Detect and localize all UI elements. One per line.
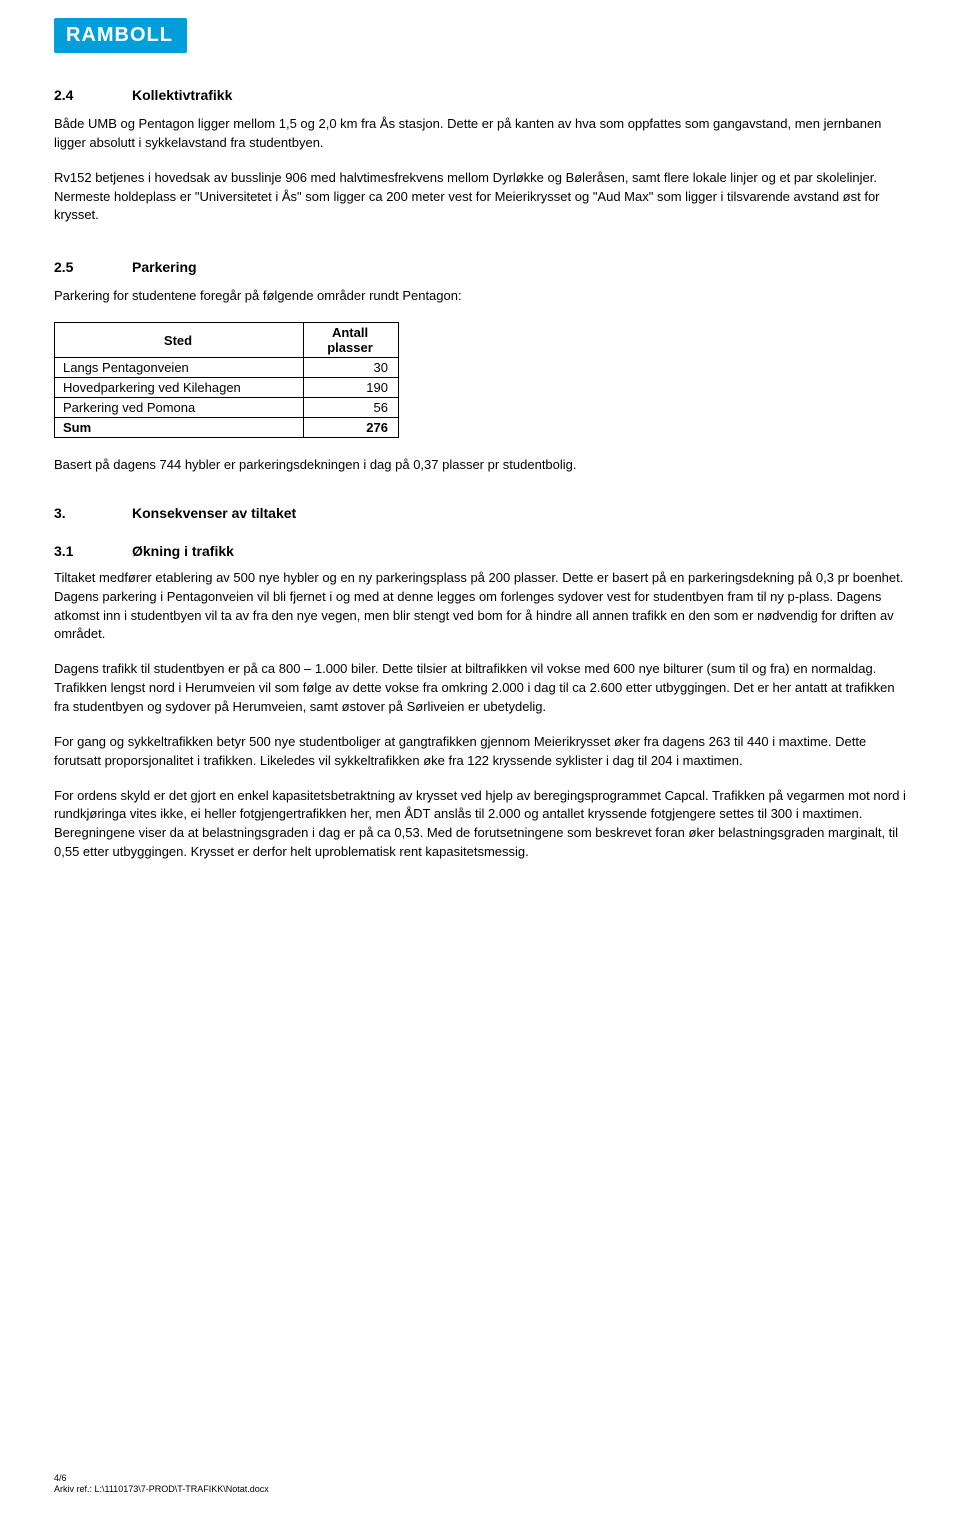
heading-num: 2.5 bbox=[54, 259, 132, 275]
heading-2-4: 2.4Kollektivtrafikk bbox=[54, 87, 906, 103]
antall-l2: plasser bbox=[327, 340, 373, 355]
cell-label: Parkering ved Pomona bbox=[55, 398, 304, 418]
cell-label: Hovedparkering ved Kilehagen bbox=[55, 378, 304, 398]
heading-num: 3.1 bbox=[54, 543, 132, 559]
para-3-1-3: For gang og sykkeltrafikken betyr 500 ny… bbox=[54, 733, 906, 771]
para-2-4-1: Både UMB og Pentagon ligger mellom 1,5 o… bbox=[54, 115, 906, 153]
heading-3-1: 3.1Økning i trafikk bbox=[54, 543, 906, 559]
sum-label: Sum bbox=[55, 418, 304, 438]
cell-value: 190 bbox=[304, 378, 399, 398]
page-number: 4/6 bbox=[54, 1473, 269, 1485]
heading-num: 2.4 bbox=[54, 87, 132, 103]
para-3-1-2: Dagens trafikk til studentbyen er på ca … bbox=[54, 660, 906, 717]
table-header-row: Sted Antall plasser bbox=[55, 323, 399, 358]
para-3-1-1: Tiltaket medfører etablering av 500 nye … bbox=[54, 569, 906, 644]
heading-2-5: 2.5Parkering bbox=[54, 259, 906, 275]
table-sum-row: Sum 276 bbox=[55, 418, 399, 438]
col-sted-header: Sted bbox=[55, 323, 304, 358]
para-2-5-intro: Parkering for studentene foregår på følg… bbox=[54, 287, 906, 306]
arkiv-ref: Arkiv ref.: L:\1110173\7-PROD\T-TRAFIKK\… bbox=[54, 1484, 269, 1496]
heading-num: 3. bbox=[54, 505, 132, 521]
para-2-5-after: Basert på dagens 744 hybler er parkering… bbox=[54, 456, 906, 475]
page-footer: 4/6 Arkiv ref.: L:\1110173\7-PROD\T-TRAF… bbox=[54, 1473, 269, 1496]
cell-value: 30 bbox=[304, 358, 399, 378]
table-row: Parkering ved Pomona 56 bbox=[55, 398, 399, 418]
heading-3: 3.Konsekvenser av tiltaket bbox=[54, 505, 906, 521]
cell-label: Langs Pentagonveien bbox=[55, 358, 304, 378]
parking-table: Sted Antall plasser Langs Pentagonveien … bbox=[54, 322, 399, 438]
col-antall-header: Antall plasser bbox=[304, 323, 399, 358]
heading-title: Konsekvenser av tiltaket bbox=[132, 505, 296, 521]
logo: RAMBOLL bbox=[54, 18, 187, 53]
table-row: Langs Pentagonveien 30 bbox=[55, 358, 399, 378]
sum-value: 276 bbox=[304, 418, 399, 438]
table-row: Hovedparkering ved Kilehagen 190 bbox=[55, 378, 399, 398]
heading-title: Parkering bbox=[132, 259, 197, 275]
cell-value: 56 bbox=[304, 398, 399, 418]
logo-text: RAMBOLL bbox=[66, 24, 173, 46]
antall-l1: Antall bbox=[332, 325, 368, 340]
heading-title: Økning i trafikk bbox=[132, 543, 234, 559]
heading-title: Kollektivtrafikk bbox=[132, 87, 232, 103]
para-2-4-2: Rv152 betjenes i hovedsak av busslinje 9… bbox=[54, 169, 906, 226]
para-3-1-4: For ordens skyld er det gjort en enkel k… bbox=[54, 787, 906, 862]
